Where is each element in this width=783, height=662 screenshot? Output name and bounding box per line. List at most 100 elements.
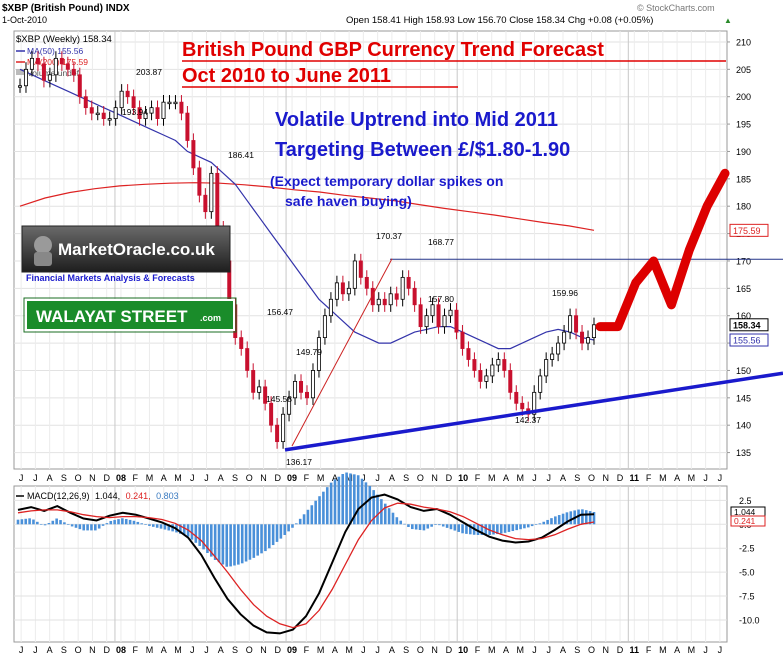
right-value-tags: 175.59 158.34 155.56 [729, 223, 769, 347]
forecast-line [595, 168, 730, 332]
point-label: 203.87 [136, 67, 162, 77]
right-tag-box [729, 223, 769, 237]
price-bar [179, 101, 184, 114]
macd-histogram-bar [546, 519, 549, 525]
macd-histogram-bar [190, 524, 194, 540]
price-bar [137, 107, 142, 120]
macd-histogram-bar [55, 518, 58, 525]
price-tick-label: 195 [736, 120, 751, 130]
month-label-bottom: S [403, 645, 409, 655]
month-label-top: O [75, 473, 82, 483]
month-label-bottom: M [488, 645, 496, 655]
macd-histogram-bar [283, 524, 287, 535]
macd-histogram-bar [414, 524, 418, 530]
price-bar [442, 315, 447, 328]
year-label-bottom: 08 [116, 645, 126, 655]
price-bar [155, 107, 160, 120]
price-bar [29, 57, 34, 70]
macd-histogram-bar [136, 521, 140, 525]
point-label: 186.41 [228, 150, 254, 160]
price-bar [562, 331, 567, 344]
macd-histogram-bar [271, 524, 275, 546]
month-label-top: F [304, 473, 310, 483]
month-label-top: A [47, 473, 53, 483]
point-label: 136.17 [286, 457, 312, 467]
right-tag-label: 158.34 [733, 320, 761, 330]
price-bar [41, 63, 46, 81]
macd-histogram-bar [109, 520, 113, 525]
month-label-bottom: O [417, 645, 424, 655]
price-bar [35, 57, 40, 65]
price-bar [59, 57, 64, 65]
macd-histogram-bar [581, 509, 584, 525]
month-label-bottom: A [674, 645, 680, 655]
month-label-top: M [174, 473, 182, 483]
macd-histogram-bar [499, 524, 503, 534]
macd-histogram-bar [503, 524, 507, 533]
macd-histogram-bar [237, 524, 240, 565]
macd-histogram-bar [329, 482, 333, 525]
price-bar [436, 304, 441, 328]
month-label-top: J [361, 473, 366, 483]
macd-histogram-bar [279, 524, 283, 539]
macd-histogram-bar [383, 503, 387, 525]
month-label-bottom: S [574, 645, 580, 655]
macd-histogram-bar [132, 520, 136, 525]
macd-histogram-bar [302, 514, 306, 525]
marketoracle-logo: MarketOracle.co.uk Financial Markets Ana… [21, 225, 231, 283]
macd-histogram-bar [275, 524, 279, 542]
macd-histogram-bar [399, 520, 403, 525]
month-label-bottom: N [431, 645, 438, 655]
month-label-top: S [61, 473, 67, 483]
macd-label-hist: 0.803 [156, 491, 179, 501]
price-bar [83, 96, 88, 109]
price-bar [281, 413, 286, 443]
macd-histogram-bar [202, 524, 205, 550]
month-label-bottom: S [232, 645, 238, 655]
price-bar [532, 391, 537, 415]
price-bar [197, 167, 202, 196]
price-bar [251, 370, 256, 393]
macd-histogram-bar [353, 474, 356, 525]
macd-histogram-bar [291, 524, 294, 528]
month-label-top: J [703, 473, 708, 483]
signal-tag: 0.241 [734, 516, 756, 526]
logo-tagline: Financial Markets Analysis & Forecasts [26, 273, 195, 283]
macd-histogram-bar [314, 500, 317, 525]
price-bar [358, 260, 363, 278]
month-label-bottom: J [547, 645, 552, 655]
macd-histogram-bar [229, 524, 232, 567]
macd-panel [13, 485, 728, 643]
macd-tick-label: -10.0 [739, 615, 760, 625]
year-label-bottom: 09 [287, 645, 297, 655]
month-label-top: F [132, 473, 138, 483]
month-label-bottom: J [718, 645, 723, 655]
month-label-top: A [503, 473, 509, 483]
macd-histogram-bar [47, 523, 51, 525]
price-bar [346, 287, 351, 295]
month-label-bottom: J [33, 645, 38, 655]
price-bar [376, 298, 381, 306]
point-label: 142.37 [515, 415, 541, 425]
rally-trendline [291, 258, 393, 447]
price-bar [334, 282, 339, 300]
macd-histogram-bar [101, 524, 105, 526]
month-label-bottom: M [146, 645, 154, 655]
signal-tag-box [730, 515, 766, 527]
price-y-axis: 1351401451501551601651701751801851901952… [727, 37, 751, 458]
month-label-top: A [218, 473, 224, 483]
price-bar [257, 386, 262, 393]
month-label-top: F [475, 473, 481, 483]
macd-histogram-bar [244, 524, 248, 562]
price-bar [203, 194, 208, 213]
price-bars [17, 51, 597, 449]
price-tick-label: 135 [736, 448, 751, 458]
price-bar [263, 386, 268, 404]
price-bar [17, 85, 22, 88]
month-label-top: J [33, 473, 38, 483]
macd-tick-label: 2.5 [739, 496, 752, 506]
month-label-bottom: A [389, 645, 395, 655]
macd-histogram-bar [345, 472, 348, 525]
macd-histogram-bar [217, 524, 221, 563]
macd-histogram-bar [94, 524, 97, 531]
